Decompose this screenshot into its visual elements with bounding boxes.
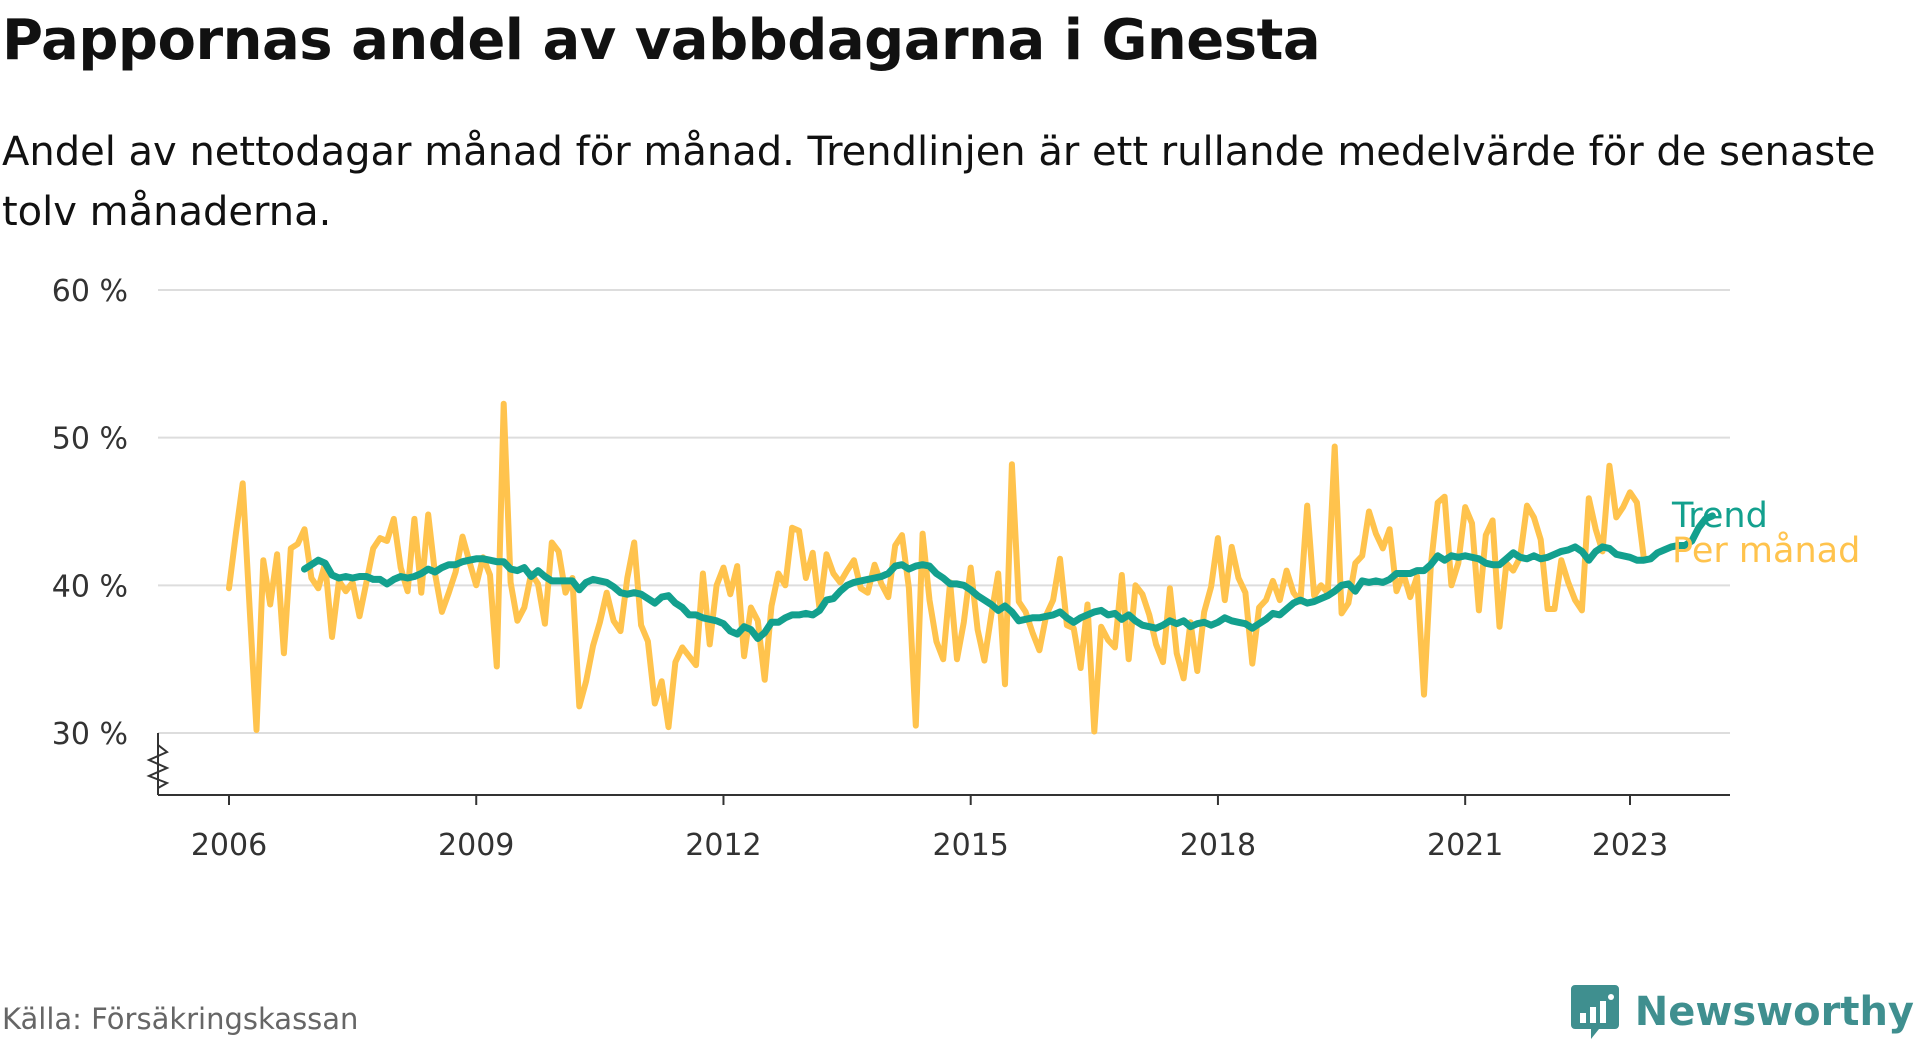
x-tick-label: 2023 [1592,828,1668,863]
chart-title: Pappornas andel av vabbdagarna i Gnesta [2,8,1321,73]
newsworthy-logo-icon [1570,985,1619,1039]
y-tick-label: 60 % [52,274,128,309]
y-tick-label: 50 % [52,422,128,457]
y-axis-ticks: 30 % 40 % 50 % 60 % [52,274,128,752]
brand-name: Newsworthy [1634,989,1914,1035]
x-tick-label: 2015 [933,828,1009,863]
series-line-trend [301,512,1716,642]
series-label-trend: Trend [1671,496,1768,536]
y-tick-label: 30 % [52,717,128,752]
line-chart: 30 % 40 % 50 % 60 % 2006 2009 2012 2015 2018 202… [52,274,1861,863]
x-tick-label: 2021 [1427,828,1503,863]
series-label-monthly: Per månad [1672,530,1860,571]
source-note: Källa: Försäkringskassan [2,1002,359,1036]
series-line-monthly [226,400,1647,735]
x-tick-label: 2018 [1180,828,1256,863]
x-tick-label: 2009 [438,828,514,863]
y-tick-label: 40 % [52,569,128,604]
gridlines [158,289,1730,734]
y-axis-break-icon [146,744,170,789]
x-tick-label: 2006 [191,828,267,863]
brand-logo: Newsworthy [1569,982,1914,1042]
chart-subtitle: Andel av nettodagar månad för månad. Tre… [2,129,1876,235]
x-tick-label: 2012 [685,828,761,863]
x-axis: 2006 2009 2012 2015 2018 2021 2023 [146,733,1730,863]
series-lines [226,400,1716,735]
